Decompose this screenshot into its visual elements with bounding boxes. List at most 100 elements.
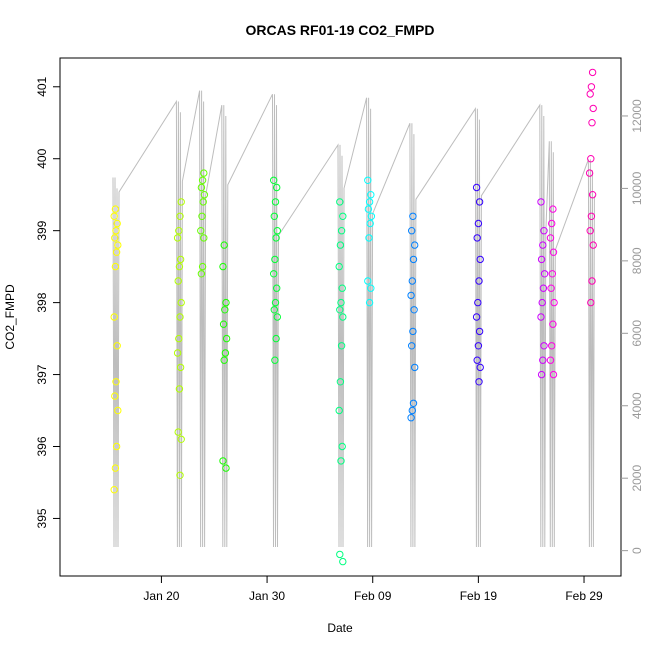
data-point [337,342,346,350]
data-point [408,406,416,415]
data-point [110,486,118,494]
data-point [273,227,281,235]
data-point [174,428,182,436]
data-point [365,198,374,206]
data-point [337,457,345,465]
data-point [407,414,415,422]
data-point [113,342,121,350]
data-point [550,298,558,307]
data-point [364,277,372,285]
data-point [112,248,121,256]
data-point [588,119,596,127]
data-point [270,212,278,221]
data-point [335,262,343,271]
data-point [336,378,345,386]
y-axis: 395 396 397 398 399 400 401 [35,76,60,528]
data-point [112,442,121,451]
data-point [176,255,185,264]
data-point [366,219,374,228]
y2-tick-label: 0 [630,547,644,554]
data-point [220,356,228,364]
data-point [548,270,556,278]
flight-group [197,169,209,278]
data-point [339,557,347,566]
data-point [546,356,555,364]
data-point [221,349,230,357]
data-point [173,349,182,357]
flight-group [546,205,558,379]
data-point [537,313,545,321]
data-point [365,298,374,307]
data-point [338,284,346,292]
data-point [271,198,280,206]
data-point [586,90,594,98]
data-point [271,298,280,307]
data-point [365,234,373,242]
data-point [588,277,596,285]
data-point [221,306,229,314]
data-point [111,392,119,400]
x-tick-label: Feb 09 [354,589,392,603]
data-point [537,198,545,206]
data-point [409,399,418,407]
data-point [177,435,185,443]
data-point [473,234,481,242]
y2-tick-label: 4000 [630,392,644,419]
x-tick-label: Jan 20 [143,589,179,603]
y2-tick-label: 10000 [630,171,644,205]
data-point [367,191,375,199]
flight-group [585,68,597,307]
data-point [408,277,416,285]
data-point [114,406,122,415]
data-point [198,262,207,271]
data-point [367,284,375,292]
x-tick-label: Jan 30 [249,589,285,603]
data-point [112,378,120,386]
data-point [222,334,231,343]
data-point [272,234,280,242]
y-tick-label: 400 [35,148,49,168]
data-point [472,183,481,192]
y2-tick-label: 12000 [630,99,644,133]
data-point [110,313,118,321]
data-point [589,241,597,249]
data-point [271,255,279,264]
flight-group [472,183,484,386]
data-point [589,104,597,113]
data-point [548,342,556,350]
data-point [176,313,184,321]
data-point [200,191,209,199]
data-point [177,198,185,206]
y2-tick-label: 2000 [630,465,644,492]
data-point [540,342,548,350]
data-point [587,298,595,307]
data-point [339,212,347,221]
y-tick-label: 395 [35,508,49,528]
data-point [175,227,183,235]
data-point [407,291,415,300]
data-point [409,212,417,221]
data-point [537,255,546,264]
data-point [549,320,557,328]
data-point [199,198,207,206]
altitude-trace [112,90,595,548]
data-point [410,306,418,314]
data-point [270,306,278,314]
data-point [114,241,122,249]
data-point [367,212,376,221]
y-tick-label: 396 [35,436,49,456]
data-point [270,270,278,278]
flight-group [110,205,122,494]
data-point [174,277,182,285]
data-point [198,176,207,185]
data-point [537,370,546,379]
data-point [588,191,597,199]
data-point [175,334,183,343]
data-point [585,169,594,177]
data-point [175,262,184,271]
data-point [336,306,344,314]
data-point [546,234,555,242]
y-tick-label: 399 [35,220,49,240]
chart-title: ORCAS RF01-19 CO2_FMPD [245,22,434,38]
data-point [588,68,597,77]
